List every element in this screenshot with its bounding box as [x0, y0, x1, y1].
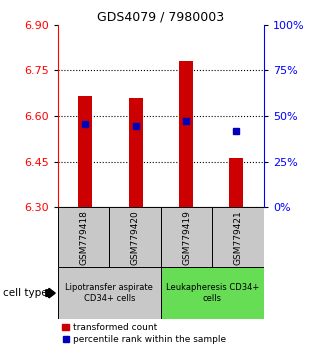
- Bar: [58, 207, 109, 267]
- Bar: [79, 96, 92, 207]
- Bar: [161, 267, 264, 319]
- Text: GSM779418: GSM779418: [79, 210, 88, 265]
- Text: GSM779421: GSM779421: [234, 210, 243, 264]
- Bar: [179, 61, 193, 207]
- FancyArrow shape: [46, 288, 55, 298]
- Legend: transformed count, percentile rank within the sample: transformed count, percentile rank withi…: [62, 323, 226, 344]
- Text: Lipotransfer aspirate
CD34+ cells: Lipotransfer aspirate CD34+ cells: [65, 283, 153, 303]
- Text: GSM779419: GSM779419: [182, 210, 191, 265]
- Bar: [213, 207, 264, 267]
- Title: GDS4079 / 7980003: GDS4079 / 7980003: [97, 11, 224, 24]
- Bar: [229, 158, 244, 207]
- Text: GSM779420: GSM779420: [131, 210, 140, 264]
- Text: Leukapheresis CD34+
cells: Leukapheresis CD34+ cells: [166, 283, 259, 303]
- Text: cell type: cell type: [3, 288, 48, 298]
- Bar: [161, 207, 213, 267]
- Bar: [58, 267, 161, 319]
- Bar: [109, 207, 161, 267]
- Bar: [129, 98, 143, 207]
